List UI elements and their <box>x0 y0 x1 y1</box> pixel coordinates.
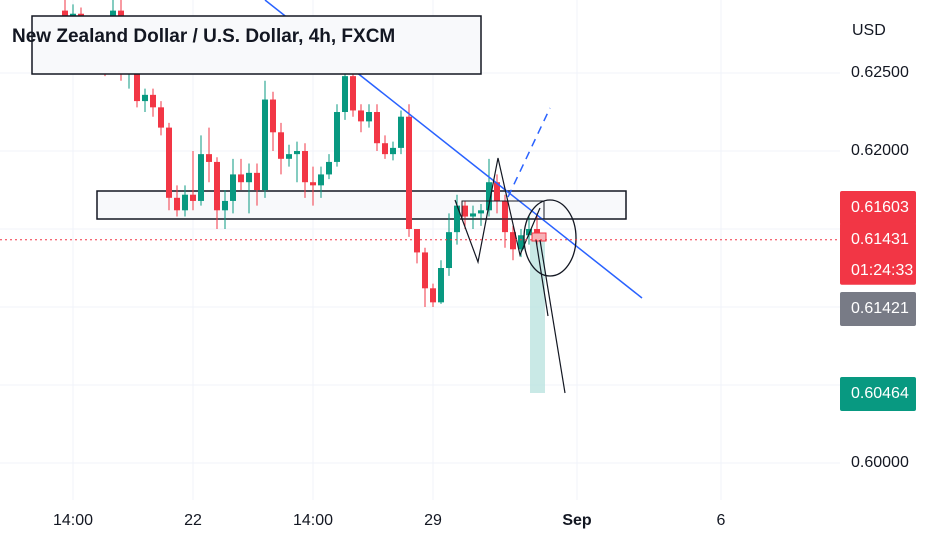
current-price-label: 0.61431 <box>851 231 909 248</box>
candle-body <box>174 197 180 211</box>
candle-body <box>446 232 452 269</box>
x-tick-label: 22 <box>184 512 202 529</box>
candle-body <box>238 174 244 183</box>
candle-body <box>326 161 332 175</box>
candle-body <box>470 213 476 217</box>
axes: 0.60000 0.62000 0.62500 14:00 22 14:00 29 Sep 6 0… <box>53 64 916 529</box>
candle-body <box>462 205 468 217</box>
price-badge <box>840 377 916 411</box>
title-box <box>31 15 482 75</box>
candle-body <box>318 174 324 186</box>
candle-body <box>222 200 228 211</box>
candle-body <box>486 182 492 211</box>
candle-body <box>334 112 340 162</box>
candle-body <box>294 151 300 155</box>
candle-body <box>206 154 212 162</box>
pattern-box <box>461 200 545 220</box>
candle-body <box>286 154 292 159</box>
price-badge-label: 0.60464 <box>851 385 909 402</box>
y-tick-label: 0.62500 <box>851 64 909 81</box>
candle-body <box>302 151 308 183</box>
projection-line <box>507 107 551 198</box>
candle-body <box>150 94 156 108</box>
candle-body <box>422 252 428 289</box>
candle-body <box>398 116 404 148</box>
axis-unit: USD <box>852 22 886 39</box>
candle-body <box>190 194 196 201</box>
chart-title: New Zealand Dollar / U.S. Dollar, 4h, FX… <box>12 26 395 47</box>
price-badge-label: 0.61421 <box>851 300 909 317</box>
candle-body <box>494 182 500 201</box>
candle-body <box>246 172 252 183</box>
candle-body <box>510 232 516 250</box>
arrow-line <box>539 239 566 394</box>
price-badge <box>840 292 916 326</box>
projection-zone <box>530 240 545 393</box>
candle-body <box>270 99 276 133</box>
y-tick-label: 0.62000 <box>851 142 909 159</box>
candle-body <box>406 116 412 230</box>
candle-body <box>254 172 260 191</box>
candle-body <box>310 182 316 186</box>
candle-body <box>502 200 508 233</box>
candle-body <box>198 154 204 201</box>
candle-body <box>390 147 396 155</box>
arrow-line <box>535 239 549 317</box>
candle-body <box>214 161 220 211</box>
y-tick-label: 0.60000 <box>851 454 909 471</box>
candle-body <box>230 174 236 201</box>
price-badge <box>840 191 916 225</box>
x-tick-label: 29 <box>424 512 442 529</box>
circle-mark <box>523 199 577 277</box>
candle-body <box>158 107 164 128</box>
x-tick-label: 6 <box>717 512 726 529</box>
x-tick-label: 14:00 <box>53 512 93 529</box>
candle-body <box>182 194 188 211</box>
candle-body <box>518 235 524 250</box>
candle-body <box>134 65 140 102</box>
candle-body <box>454 205 460 233</box>
countdown: 01:24:33 <box>851 262 913 279</box>
candle-body <box>414 229 420 253</box>
x-tick-label: 14:00 <box>293 512 333 529</box>
candle-body <box>350 76 356 111</box>
candle-body <box>166 127 172 198</box>
entry-box <box>531 232 547 242</box>
candle-body <box>142 94 148 102</box>
candle-body <box>262 99 268 191</box>
candle-body <box>430 288 436 303</box>
current-price-badge <box>840 222 916 285</box>
x-tick-label: Sep <box>562 512 592 529</box>
candle-body <box>478 210 484 214</box>
candle-body <box>278 132 284 159</box>
candle-body <box>382 143 388 155</box>
candle-body <box>358 110 364 122</box>
candle-body <box>366 112 372 122</box>
candle-body <box>342 76 348 113</box>
price-badge-label: 0.61603 <box>851 199 909 216</box>
candle-body <box>438 268 444 303</box>
candle-body <box>526 229 532 236</box>
candle-body <box>374 112 380 144</box>
